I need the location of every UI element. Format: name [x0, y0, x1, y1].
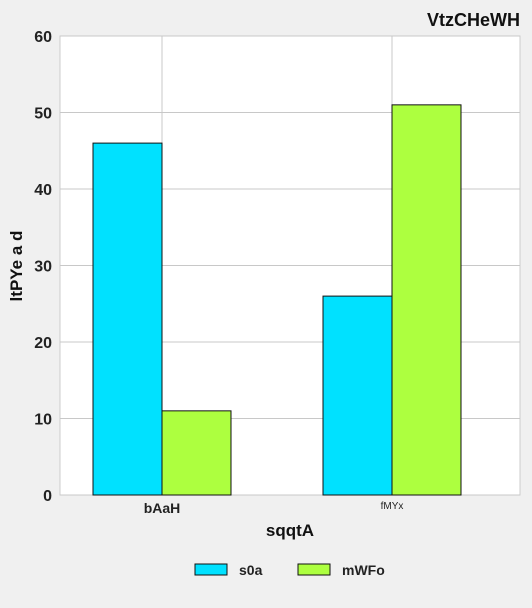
y-axis-label: ltPYe a d [7, 231, 26, 302]
y-tick-label: 60 [34, 29, 52, 46]
y-tick-label: 30 [34, 259, 52, 276]
y-tick-label: 0 [43, 488, 52, 505]
legend-swatch-mWFo [297, 563, 331, 576]
bars [92, 104, 462, 496]
y-tick-labels: 0 10 20 30 40 50 60 [34, 29, 52, 505]
legend-label-mWFo: mWFo [342, 562, 385, 578]
bar-mWFo-fMYx [391, 104, 462, 496]
x-tick-labels: bAaH fMYx [144, 500, 404, 516]
y-tick-label: 40 [34, 182, 52, 199]
y-tick-label: 20 [34, 335, 52, 352]
x-tick-label: fMYx [381, 501, 404, 512]
bar-s0a-fMYx [322, 295, 393, 496]
bar-mWFo-bAaH [161, 410, 232, 496]
y-tick-label: 10 [34, 412, 52, 429]
legend-label-s0a: s0a [239, 562, 263, 578]
chart-title: VtzCHeWH [427, 10, 520, 30]
legend: s0a mWFo [194, 562, 385, 578]
x-axis-label: sqqtA [266, 521, 314, 540]
y-tick-label: 50 [34, 106, 52, 123]
bar-s0a-bAaH [92, 142, 163, 496]
x-tick-label: bAaH [144, 500, 181, 516]
legend-swatch-s0a [194, 563, 228, 576]
